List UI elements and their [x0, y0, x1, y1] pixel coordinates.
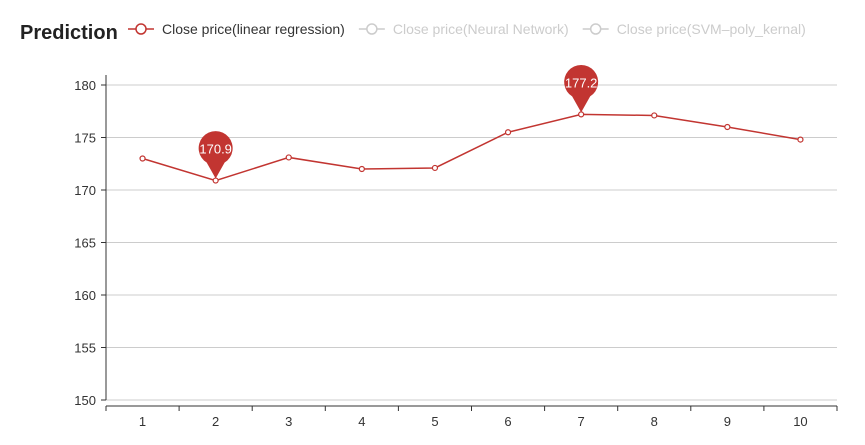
x-tick-label: 9	[724, 414, 731, 429]
y-tick-label: 175	[74, 131, 96, 146]
x-tick-label: 8	[651, 414, 658, 429]
data-point[interactable]	[797, 136, 804, 143]
data-point[interactable]	[578, 111, 585, 118]
legend-label: Close price(Neural Network)	[393, 21, 569, 37]
y-tick-label: 150	[74, 393, 96, 408]
pin-shape	[564, 64, 599, 113]
pin-label: 170.9	[199, 142, 232, 157]
x-tick-label: 4	[358, 414, 365, 429]
marker-pins: 170.9 177.2	[198, 64, 599, 179]
y-tick-label: 165	[74, 236, 96, 251]
y-tick-label: 180	[74, 78, 96, 93]
marker-pin[interactable]: 177.2	[564, 64, 599, 113]
x-tick-label: 7	[578, 414, 585, 429]
legend-item[interactable]: Close price(linear regression)	[128, 21, 345, 37]
legend-circle-icon	[135, 23, 147, 35]
data-point[interactable]	[139, 155, 146, 162]
data-point[interactable]	[212, 177, 219, 184]
legend-circle-icon	[366, 23, 378, 35]
x-axis: 1 2 3 4 5 6 7 8 9 10	[105, 405, 838, 429]
y-axis: 150 155 160 165 170 175 180	[74, 75, 107, 408]
legend-label: Close price(SVM–poly_kernal)	[617, 21, 806, 37]
x-tick-label: 2	[212, 414, 219, 429]
series-layer	[139, 111, 804, 184]
marker-pin[interactable]: 170.9	[198, 131, 233, 179]
y-tick-label: 160	[74, 288, 96, 303]
data-point[interactable]	[285, 154, 292, 161]
data-point[interactable]	[504, 129, 512, 136]
data-point[interactable]	[724, 123, 731, 131]
legend-item[interactable]: Close price(Neural Network)	[358, 21, 569, 37]
x-tick-label: 10	[793, 414, 807, 429]
series-line	[142, 113, 801, 182]
pin-label: 177.2	[565, 75, 598, 90]
x-tick-label: 3	[285, 414, 292, 429]
x-tick-label: 5	[431, 414, 438, 429]
chart-title: Prediction	[20, 22, 118, 44]
data-point[interactable]	[358, 165, 365, 173]
data-point[interactable]	[431, 164, 439, 172]
legend-label: Close price(linear regression)	[162, 21, 345, 37]
legend: Close price(linear regression) Close pric…	[128, 21, 806, 37]
legend-circle-icon	[589, 23, 602, 35]
x-tick-label: 1	[139, 414, 146, 429]
y-tick-label: 170	[74, 183, 96, 198]
pin-shape	[198, 131, 233, 179]
legend-item[interactable]: Close price(SVM–poly_kernal)	[582, 21, 806, 37]
x-tick-label: 6	[504, 414, 511, 429]
data-point[interactable]	[651, 112, 658, 119]
grid-lines	[106, 84, 837, 401]
y-tick-label: 155	[74, 341, 96, 356]
